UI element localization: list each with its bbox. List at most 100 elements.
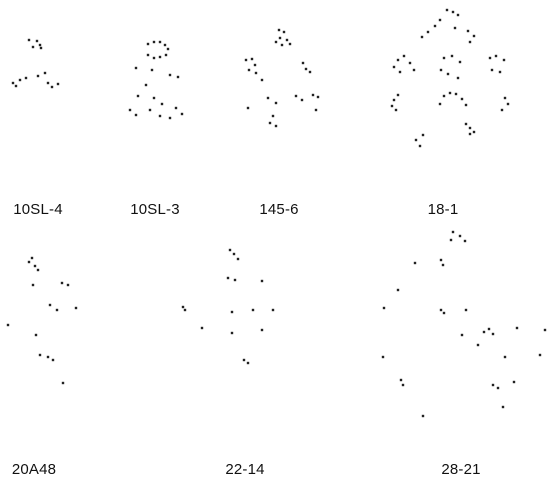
dot <box>251 308 255 312</box>
dot <box>515 326 519 330</box>
dot <box>466 29 470 33</box>
dot <box>439 68 443 72</box>
dot <box>311 93 315 97</box>
dot <box>66 283 70 287</box>
dot <box>460 97 464 101</box>
dot <box>491 383 495 387</box>
dot <box>271 308 275 312</box>
dot <box>60 281 64 285</box>
dot <box>174 106 178 110</box>
dot <box>451 230 455 234</box>
dot <box>450 54 454 58</box>
dot <box>30 256 34 260</box>
dot <box>433 24 437 28</box>
dot <box>136 94 140 98</box>
dot <box>413 261 417 265</box>
dot <box>398 70 402 74</box>
dot <box>414 138 418 142</box>
dot <box>274 40 278 44</box>
dot <box>438 102 442 106</box>
dot <box>233 278 237 282</box>
dot <box>396 288 400 292</box>
dot <box>294 94 298 98</box>
dot <box>468 40 472 44</box>
dot <box>158 40 162 44</box>
dot <box>392 65 396 69</box>
dot <box>543 328 547 332</box>
dot <box>144 83 148 87</box>
dot <box>250 57 254 61</box>
dot <box>27 260 31 264</box>
panel-label-145-6: 145-6 <box>259 201 299 218</box>
dot <box>464 103 468 107</box>
dot <box>442 94 446 98</box>
dot <box>456 76 460 80</box>
dot <box>24 76 28 80</box>
dot <box>464 308 468 312</box>
dot <box>460 333 464 337</box>
dot <box>445 8 449 12</box>
dot <box>39 46 43 50</box>
dot <box>463 239 467 243</box>
dot <box>150 68 154 72</box>
dot <box>163 43 167 47</box>
dot <box>503 96 507 100</box>
dot <box>449 238 453 242</box>
dot <box>277 28 281 32</box>
dot <box>36 74 40 78</box>
dot <box>451 10 455 14</box>
dot-pattern-145-6 <box>244 28 320 128</box>
dot <box>247 68 251 72</box>
dot <box>396 93 400 97</box>
dot <box>236 257 240 261</box>
dot <box>402 54 406 58</box>
panel-label-28-21: 28-21 <box>441 461 481 478</box>
dot <box>152 56 156 60</box>
dot <box>6 323 10 327</box>
dot <box>31 283 35 287</box>
dot <box>458 234 462 238</box>
dot <box>439 308 443 312</box>
dot <box>74 306 78 310</box>
dot <box>316 95 320 99</box>
dot <box>464 122 468 126</box>
dot <box>487 327 491 331</box>
dot <box>301 61 305 65</box>
dot <box>246 361 250 365</box>
dot <box>48 303 52 307</box>
dot <box>27 38 31 42</box>
dot <box>500 108 504 112</box>
dot <box>46 355 50 359</box>
dot <box>134 113 138 117</box>
dot <box>381 355 385 359</box>
dot <box>200 326 204 330</box>
dot <box>420 35 424 39</box>
panel-label-10sl-4: 10SL-4 <box>13 201 63 218</box>
dot <box>253 63 257 67</box>
dot <box>56 82 60 86</box>
dot <box>33 264 37 268</box>
panel-label-18-1: 18-1 <box>427 201 459 218</box>
dot <box>468 132 472 136</box>
dot <box>472 34 476 38</box>
dot <box>134 66 138 70</box>
dot <box>399 378 403 382</box>
dot <box>230 331 234 335</box>
dot <box>418 144 422 148</box>
dot <box>494 54 498 58</box>
panel-label-20a48: 20A48 <box>11 461 57 478</box>
dot <box>128 108 132 112</box>
dot <box>46 81 50 85</box>
dot <box>38 43 42 47</box>
dot <box>421 133 425 137</box>
dot <box>439 258 443 262</box>
dot <box>278 36 282 40</box>
dot <box>176 75 180 79</box>
dot <box>242 358 246 362</box>
dot <box>390 104 394 108</box>
dot <box>50 85 54 89</box>
dot <box>482 330 486 334</box>
dot-pattern-22-14 <box>181 248 275 365</box>
dot <box>152 40 156 44</box>
